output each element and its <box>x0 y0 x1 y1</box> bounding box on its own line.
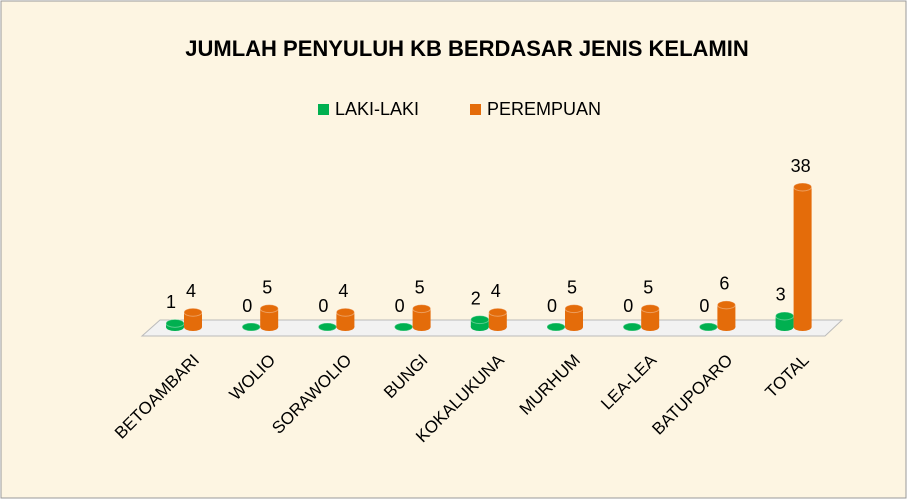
bar-bottom <box>412 323 431 331</box>
legend-label: PEREMPUAN <box>487 99 601 119</box>
bar <box>698 322 718 332</box>
bar-top <box>259 304 279 314</box>
data-label: 0 <box>623 296 633 316</box>
data-label: 5 <box>415 277 425 297</box>
data-label: 5 <box>262 277 272 297</box>
data-label: 0 <box>318 296 328 316</box>
bar-body <box>793 187 812 327</box>
bar-body <box>336 312 355 327</box>
bar-top <box>716 300 736 310</box>
bar <box>470 315 490 331</box>
bar <box>546 322 566 332</box>
bar-top <box>622 322 642 332</box>
bar <box>564 304 584 331</box>
bar-top <box>335 307 355 317</box>
bar-top <box>793 182 813 192</box>
bar-bottom <box>793 323 812 331</box>
bar <box>622 322 642 332</box>
legend-swatch <box>470 104 481 115</box>
bar-bottom <box>470 323 489 331</box>
chart-title: JUMLAH PENYULUH KB BERDASAR JENIS KELAMI… <box>185 36 748 61</box>
data-label: 1 <box>166 292 176 312</box>
bar-body <box>488 312 507 327</box>
data-label: 6 <box>719 274 729 294</box>
data-label: 4 <box>186 281 196 301</box>
bar-body <box>184 312 202 327</box>
legend-swatch <box>318 104 329 115</box>
bar-body <box>717 304 736 327</box>
data-label: 38 <box>791 156 811 176</box>
data-label: 0 <box>242 296 252 316</box>
bar-body <box>641 308 660 327</box>
bar <box>165 318 185 331</box>
bar-bottom <box>775 323 794 331</box>
bar <box>488 307 508 331</box>
bar-top <box>165 318 185 328</box>
data-label: 5 <box>643 277 653 297</box>
bar <box>412 304 432 331</box>
bar-bottom <box>184 323 202 331</box>
bar-bottom <box>565 323 583 331</box>
bar <box>317 322 337 332</box>
bar-top <box>412 304 432 314</box>
bar-top <box>546 322 566 332</box>
bar-body <box>412 308 431 327</box>
bar-body <box>565 308 583 327</box>
bar <box>775 311 795 331</box>
bar-top <box>640 304 660 314</box>
bar-body <box>775 315 794 327</box>
bar-top <box>775 311 795 321</box>
bar-top <box>470 315 490 325</box>
bar-bottom <box>488 323 507 331</box>
bar <box>716 300 736 331</box>
bar-top <box>488 307 508 317</box>
bar-top <box>698 322 718 332</box>
bar <box>183 307 203 331</box>
bar <box>335 307 355 331</box>
bar-top <box>317 322 337 332</box>
bar-top <box>183 307 203 317</box>
bar-top <box>564 304 584 314</box>
bar <box>793 182 813 331</box>
data-label: 4 <box>338 281 348 301</box>
bar <box>640 304 660 331</box>
bar <box>259 304 279 331</box>
bar-bottom <box>717 323 736 331</box>
bar-bottom <box>641 323 660 331</box>
data-label: 5 <box>567 277 577 297</box>
bar-top <box>241 322 261 332</box>
data-label: 3 <box>776 285 786 305</box>
data-label: 2 <box>471 288 481 308</box>
bar-body <box>260 308 279 327</box>
bar <box>241 322 261 332</box>
data-label: 0 <box>395 296 405 316</box>
bar-bottom <box>260 323 279 331</box>
bar-bottom <box>336 323 355 331</box>
data-label: 0 <box>699 296 709 316</box>
legend-label: LAKI-LAKI <box>335 99 419 119</box>
data-label: 4 <box>491 281 501 301</box>
bar-top <box>394 322 414 332</box>
bar <box>394 322 414 332</box>
data-label: 0 <box>547 296 557 316</box>
